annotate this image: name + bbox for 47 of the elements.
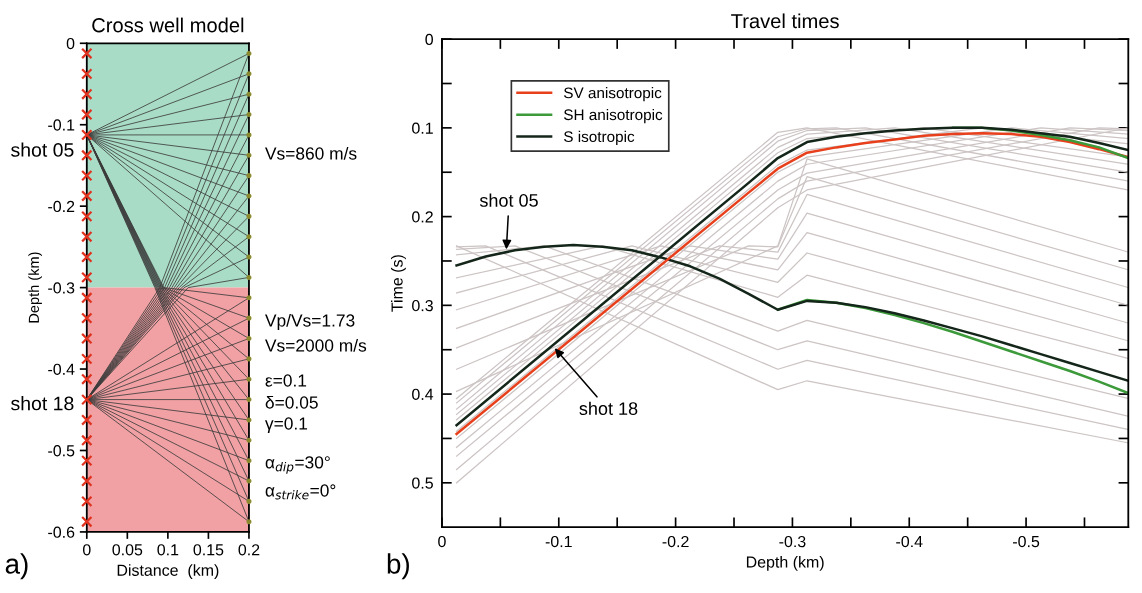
x-tick-label: 0.05	[112, 544, 143, 556]
text: α$_{strike}$=0°	[265, 484, 336, 500]
x-axis-title: Distance (km)	[117, 564, 219, 580]
legend-label: SV anisotropic	[564, 87, 662, 102]
x-tick-label: -0.2	[662, 535, 689, 548]
text: ε=0.1	[265, 374, 307, 387]
text: δ=0.05	[265, 395, 318, 409]
annotation: shot 05	[479, 193, 538, 207]
y-tick-label: -0.1	[48, 119, 75, 131]
x-tick-label: -0.4	[896, 535, 923, 548]
text: a)	[5, 553, 28, 580]
text: b)	[387, 553, 409, 580]
y-tick-label: 0.4	[412, 388, 434, 401]
annotation: shot 05	[11, 142, 74, 157]
y-tick-label: -0.4	[48, 363, 75, 375]
y-tick-label: 0	[66, 37, 75, 50]
x-tick-label: 0.2	[238, 544, 260, 556]
text: Vs=2000 m/s	[265, 338, 367, 352]
y-tick-label: -0.2	[48, 200, 75, 213]
annotation: shot 18	[579, 401, 638, 415]
y-tick-label: 0.1	[412, 122, 433, 134]
x-tick-label: 0.1	[157, 544, 179, 556]
chart-title: Travel times	[731, 13, 839, 29]
y-tick-label: -0.5	[48, 445, 75, 457]
x-tick-label: -0.5	[1013, 535, 1040, 548]
x-axis-title: Depth (km)	[746, 555, 824, 571]
x-tick-label: 0	[438, 535, 446, 548]
x-tick-label: 0.15	[193, 544, 224, 556]
y-tick-label: -0.3	[48, 282, 75, 294]
chart-title: Cross well model	[92, 17, 244, 33]
y-axis-title: Depth (km)	[28, 252, 42, 323]
text: α$_{dip}$=30°	[265, 456, 330, 474]
text: Vp/Vs=1.73	[265, 313, 355, 331]
x-tick-label: 0	[82, 544, 91, 556]
y-tick-label: 0.2	[412, 211, 433, 223]
y-tick-label: 0.5	[412, 477, 433, 489]
text: Vs=860 m/s	[265, 146, 357, 160]
y-axis-title: Time (s)	[390, 255, 406, 312]
x-tick-label: -0.1	[545, 535, 572, 548]
text: γ=0.1	[265, 417, 308, 434]
legend-label: SH anisotropic	[564, 108, 663, 124]
y-tick-label: 0	[425, 33, 433, 46]
legend-label: S isotropic	[564, 130, 635, 146]
y-tick-label: -0.6	[48, 526, 75, 538]
annotation: shot 18	[11, 396, 74, 411]
y-tick-label: 0.3	[412, 299, 433, 312]
x-tick-label: -0.3	[779, 535, 806, 548]
